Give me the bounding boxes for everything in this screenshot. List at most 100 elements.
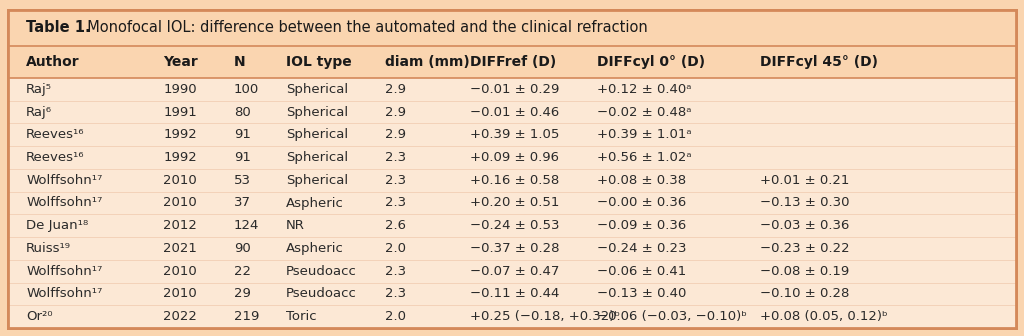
Text: −0.01 ± 0.29: −0.01 ± 0.29 — [470, 83, 559, 96]
Text: 2.9: 2.9 — [385, 83, 406, 96]
Bar — [8, 146, 1016, 169]
Text: 2010: 2010 — [163, 197, 197, 210]
Text: diam (mm): diam (mm) — [385, 55, 470, 69]
Text: 91: 91 — [233, 128, 251, 141]
Text: Raj⁵: Raj⁵ — [26, 83, 52, 96]
Text: Or²⁰: Or²⁰ — [26, 310, 52, 323]
Text: 2010: 2010 — [163, 174, 197, 187]
Text: Spherical: Spherical — [286, 151, 348, 164]
Text: 2.3: 2.3 — [385, 287, 407, 300]
Text: Year: Year — [163, 55, 198, 69]
Text: +0.09 ± 0.96: +0.09 ± 0.96 — [470, 151, 559, 164]
Text: 1992: 1992 — [163, 151, 197, 164]
Text: IOL type: IOL type — [286, 55, 352, 69]
Text: +0.25 (−0.18, +0.32)ᵇ: +0.25 (−0.18, +0.32)ᵇ — [470, 310, 620, 323]
Text: 22: 22 — [233, 265, 251, 278]
Text: −0.37 ± 0.28: −0.37 ± 0.28 — [470, 242, 559, 255]
Text: 2.0: 2.0 — [385, 310, 406, 323]
Text: −0.02 ± 0.48ᵃ: −0.02 ± 0.48ᵃ — [597, 106, 691, 119]
Bar — [8, 214, 1016, 237]
Text: −0.24 ± 0.23: −0.24 ± 0.23 — [597, 242, 686, 255]
Text: Author: Author — [26, 55, 80, 69]
Text: 2021: 2021 — [163, 242, 197, 255]
Text: Reeves¹⁶: Reeves¹⁶ — [26, 128, 85, 141]
Text: −0.24 ± 0.53: −0.24 ± 0.53 — [470, 219, 559, 232]
Text: +0.16 ± 0.58: +0.16 ± 0.58 — [470, 174, 559, 187]
Text: Wolffsohn¹⁷: Wolffsohn¹⁷ — [26, 197, 102, 210]
Text: 2.3: 2.3 — [385, 265, 407, 278]
Text: −0.01 ± 0.46: −0.01 ± 0.46 — [470, 106, 559, 119]
Text: Pseudoacc: Pseudoacc — [286, 265, 357, 278]
Text: −0.10 ± 0.28: −0.10 ± 0.28 — [760, 287, 849, 300]
Text: 2010: 2010 — [163, 265, 197, 278]
Bar — [8, 169, 1016, 192]
Text: Wolffsohn¹⁷: Wolffsohn¹⁷ — [26, 265, 102, 278]
Bar — [8, 78, 1016, 101]
Text: +0.01 ± 0.21: +0.01 ± 0.21 — [760, 174, 849, 187]
Text: De Juan¹⁸: De Juan¹⁸ — [26, 219, 88, 232]
Text: +0.08 ± 0.38: +0.08 ± 0.38 — [597, 174, 686, 187]
Text: 2.3: 2.3 — [385, 174, 407, 187]
Bar — [8, 192, 1016, 214]
Text: Ruiss¹⁹: Ruiss¹⁹ — [26, 242, 71, 255]
Text: Reeves¹⁶: Reeves¹⁶ — [26, 151, 85, 164]
Text: 2.3: 2.3 — [385, 197, 407, 210]
Text: Raj⁶: Raj⁶ — [26, 106, 52, 119]
Text: Aspheric: Aspheric — [286, 242, 344, 255]
Text: +0.39 ± 1.01ᵃ: +0.39 ± 1.01ᵃ — [597, 128, 691, 141]
Text: NR: NR — [286, 219, 305, 232]
Text: −0.03 ± 0.36: −0.03 ± 0.36 — [760, 219, 849, 232]
Text: −0.06 ± 0.41: −0.06 ± 0.41 — [597, 265, 686, 278]
Text: 2.9: 2.9 — [385, 128, 406, 141]
Bar — [8, 123, 1016, 146]
Bar — [8, 237, 1016, 260]
Bar — [8, 46, 1016, 78]
Text: 219: 219 — [233, 310, 259, 323]
Text: 2022: 2022 — [163, 310, 197, 323]
Text: Toric: Toric — [286, 310, 316, 323]
Text: N: N — [233, 55, 246, 69]
Text: 91: 91 — [233, 151, 251, 164]
Bar — [8, 283, 1016, 305]
Text: 80: 80 — [233, 106, 251, 119]
Text: Spherical: Spherical — [286, 83, 348, 96]
Text: Monofocal IOL: difference between the automated and the clinical refraction: Monofocal IOL: difference between the au… — [78, 20, 648, 36]
Text: +0.20 ± 0.51: +0.20 ± 0.51 — [470, 197, 559, 210]
Text: 1992: 1992 — [163, 128, 197, 141]
Text: −0.08 ± 0.19: −0.08 ± 0.19 — [760, 265, 849, 278]
Bar — [8, 10, 1016, 46]
Text: −0.13 ± 0.30: −0.13 ± 0.30 — [760, 197, 850, 210]
Text: 2.6: 2.6 — [385, 219, 406, 232]
Text: +0.56 ± 1.02ᵃ: +0.56 ± 1.02ᵃ — [597, 151, 691, 164]
Text: DIFFcyl 0° (D): DIFFcyl 0° (D) — [597, 55, 705, 69]
Text: Aspheric: Aspheric — [286, 197, 344, 210]
Text: −0.13 ± 0.40: −0.13 ± 0.40 — [597, 287, 686, 300]
Text: Spherical: Spherical — [286, 106, 348, 119]
Text: −0.23 ± 0.22: −0.23 ± 0.22 — [760, 242, 850, 255]
Text: +0.12 ± 0.40ᵃ: +0.12 ± 0.40ᵃ — [597, 83, 691, 96]
Text: 53: 53 — [233, 174, 251, 187]
Text: Wolffsohn¹⁷: Wolffsohn¹⁷ — [26, 287, 102, 300]
Text: 90: 90 — [233, 242, 251, 255]
Text: 2010: 2010 — [163, 287, 197, 300]
Text: 2.0: 2.0 — [385, 242, 406, 255]
Text: Pseudoacc: Pseudoacc — [286, 287, 357, 300]
Text: 2.3: 2.3 — [385, 151, 407, 164]
Text: 1990: 1990 — [163, 83, 197, 96]
Text: 2012: 2012 — [163, 219, 197, 232]
Text: Wolffsohn¹⁷: Wolffsohn¹⁷ — [26, 174, 102, 187]
Text: 100: 100 — [233, 83, 259, 96]
Text: 124: 124 — [233, 219, 259, 232]
Text: 1991: 1991 — [163, 106, 197, 119]
Text: −0.06 (−0.03, −0.10)ᵇ: −0.06 (−0.03, −0.10)ᵇ — [597, 310, 746, 323]
Bar — [8, 101, 1016, 123]
Text: 29: 29 — [233, 287, 251, 300]
Text: −0.11 ± 0.44: −0.11 ± 0.44 — [470, 287, 559, 300]
Text: −0.00 ± 0.36: −0.00 ± 0.36 — [597, 197, 686, 210]
Text: Spherical: Spherical — [286, 174, 348, 187]
Text: +0.08 (0.05, 0.12)ᵇ: +0.08 (0.05, 0.12)ᵇ — [760, 310, 888, 323]
Text: +0.39 ± 1.05: +0.39 ± 1.05 — [470, 128, 559, 141]
Text: Table 1.: Table 1. — [26, 20, 91, 36]
Text: Spherical: Spherical — [286, 128, 348, 141]
Text: 37: 37 — [233, 197, 251, 210]
